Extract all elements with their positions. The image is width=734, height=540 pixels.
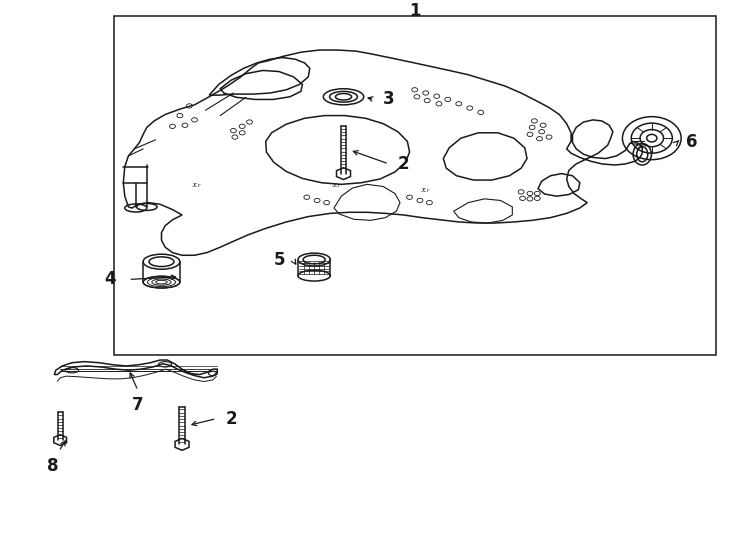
Text: 1: 1 bbox=[409, 2, 421, 20]
Polygon shape bbox=[54, 435, 67, 446]
Polygon shape bbox=[336, 168, 351, 179]
Bar bbox=[114, 16, 716, 355]
Text: JCr: JCr bbox=[331, 183, 341, 188]
Text: 3: 3 bbox=[383, 91, 395, 109]
Text: 2: 2 bbox=[226, 409, 238, 428]
Text: 8: 8 bbox=[47, 457, 59, 475]
Text: 7: 7 bbox=[132, 396, 144, 414]
Text: 5: 5 bbox=[273, 251, 285, 268]
Text: JCr: JCr bbox=[421, 188, 431, 193]
Text: 6: 6 bbox=[686, 133, 698, 151]
Text: 2: 2 bbox=[398, 155, 410, 173]
Text: JCr: JCr bbox=[192, 183, 202, 188]
Polygon shape bbox=[175, 438, 189, 450]
Text: 4: 4 bbox=[104, 271, 116, 288]
